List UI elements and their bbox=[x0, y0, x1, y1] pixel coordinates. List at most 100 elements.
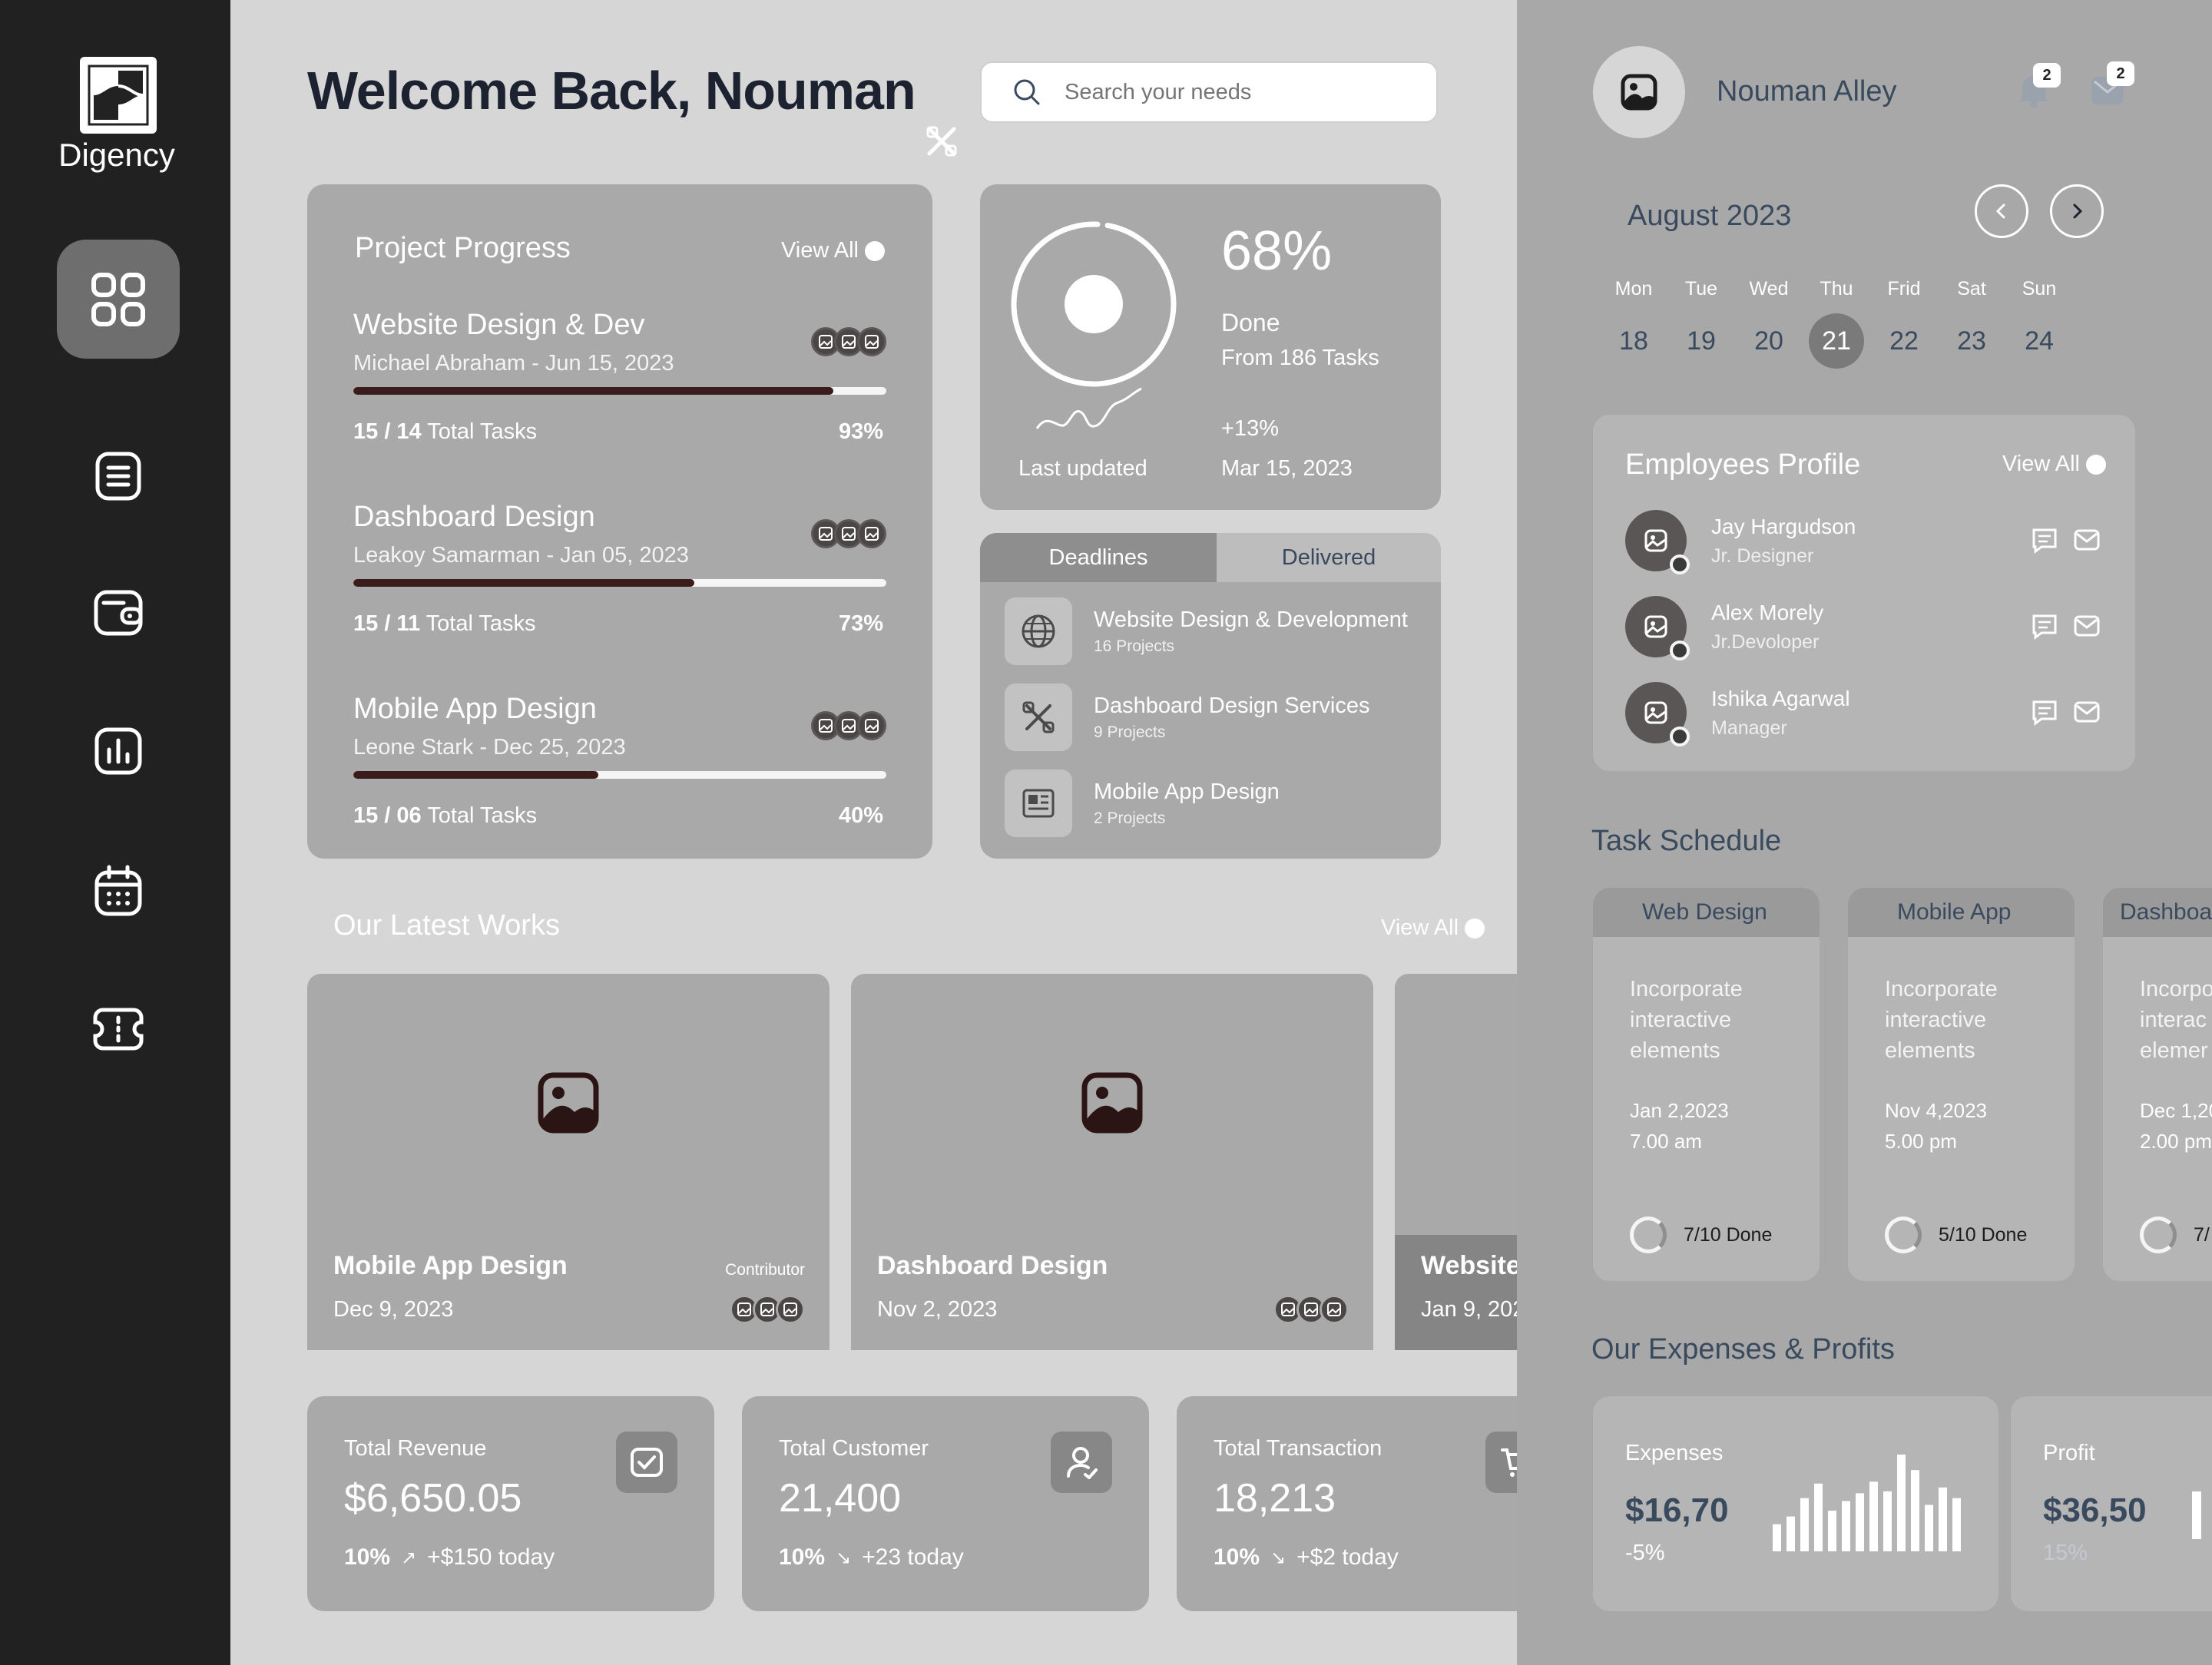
expense-bar bbox=[1939, 1487, 1947, 1551]
task-description: Incorpo interac elemer bbox=[2103, 937, 2212, 1103]
project-tasks-count: 15 / 14 bbox=[353, 419, 422, 444]
progress-ring bbox=[1011, 221, 1177, 387]
image-placeholder-icon bbox=[538, 1072, 599, 1134]
task-datetime: Jan 2,2023 7.00 am bbox=[1630, 1095, 1729, 1157]
expense-bar bbox=[1911, 1470, 1919, 1551]
expense-bar bbox=[1800, 1498, 1809, 1551]
calendar-day[interactable]: 24 bbox=[2012, 313, 2067, 369]
work-card[interactable]: Website Jan 9, 202 bbox=[1395, 974, 1517, 1350]
project-item[interactable]: Dashboard Design Leakoy Samarman - Jan 05… bbox=[353, 501, 886, 677]
calendar-day[interactable]: 18 bbox=[1606, 313, 1661, 369]
nav-tickets[interactable] bbox=[57, 983, 180, 1075]
nav-calendar[interactable] bbox=[57, 845, 180, 937]
nav-wallet[interactable] bbox=[57, 567, 180, 659]
mail-icon[interactable] bbox=[2074, 528, 2100, 551]
project-percent: 73% bbox=[838, 611, 883, 636]
task-datetime: Dec 1,20 2.00 pm bbox=[2140, 1095, 2212, 1157]
wallet-icon bbox=[94, 590, 143, 636]
calendar-day[interactable]: 22 bbox=[1876, 313, 1932, 369]
calendar-day[interactable]: 19 bbox=[1674, 313, 1729, 369]
deadline-item[interactable]: Mobile App Design 2 Projects bbox=[1005, 770, 1280, 837]
deadline-text: Mobile App Design 2 Projects bbox=[1072, 780, 1280, 828]
design-tools-icon[interactable] bbox=[925, 124, 959, 158]
deadline-item[interactable]: Dashboard Design Services 9 Projects bbox=[1005, 684, 1369, 751]
employee-item[interactable]: Jay Hargudson Jr. Designer bbox=[1625, 510, 2104, 574]
mail-icon[interactable] bbox=[2074, 614, 2100, 637]
employee-item[interactable]: Alex Morely Jr.Devoloper bbox=[1625, 596, 2104, 660]
mail-icon[interactable] bbox=[2074, 700, 2100, 723]
task-header: Dashboa bbox=[2103, 888, 2212, 937]
task-description-line: elements bbox=[1630, 1038, 1720, 1063]
search-bar[interactable] bbox=[980, 61, 1438, 123]
notifications-button[interactable]: 2 bbox=[2016, 63, 2061, 109]
expenses-card: Expenses $16,70 -5% bbox=[1593, 1396, 1998, 1611]
brand-logo[interactable] bbox=[80, 57, 157, 134]
stat-card[interactable]: Total Customer 21,400 10% ↘ +23 today bbox=[742, 1396, 1149, 1611]
calendar-prev-button[interactable] bbox=[1975, 184, 2028, 238]
calendar-weekday: Tue bbox=[1684, 278, 1718, 300]
work-card[interactable]: Dashboard Design Nov 2, 2023 bbox=[851, 974, 1373, 1350]
search-input[interactable] bbox=[1065, 79, 1418, 105]
task-category: Mobile App bbox=[1897, 899, 2012, 925]
nav-dashboard[interactable] bbox=[57, 240, 180, 359]
employees-view-all[interactable]: View All bbox=[2002, 452, 2106, 477]
deadline-count: 2 Projects bbox=[1094, 809, 1166, 827]
design-tools-icon bbox=[1005, 684, 1072, 751]
task-card[interactable]: Web Design Incorporate interactive elements… bbox=[1593, 888, 1820, 1281]
stat-card[interactable]: Total Revenue $6,650.05 10% ↗ +$150 today bbox=[307, 1396, 714, 1611]
messages-badge: 2 bbox=[2107, 61, 2134, 86]
messages-button[interactable]: 2 bbox=[2090, 61, 2134, 109]
revenue-icon[interactable] bbox=[616, 1432, 677, 1493]
avatar bbox=[1320, 1295, 1349, 1324]
image-icon bbox=[1327, 1303, 1341, 1316]
task-time: 2.00 pm bbox=[2140, 1130, 2212, 1153]
calendar-day-number: 23 bbox=[1957, 326, 1986, 356]
tab-delivered[interactable]: Delivered bbox=[1217, 533, 1441, 582]
deadline-text: Website Design & Development 16 Projects bbox=[1072, 607, 1408, 656]
image-icon bbox=[842, 335, 856, 349]
calendar-weekday: Sun bbox=[2022, 278, 2057, 300]
tab-deadlines[interactable]: Deadlines bbox=[980, 533, 1217, 582]
task-card[interactable]: Dashboa Incorpo interac elemer Dec 1,20 2.00 … bbox=[2103, 888, 2212, 1281]
deadline-count: 9 Projects bbox=[1094, 723, 1166, 741]
tab-deadlines-label: Deadlines bbox=[1048, 545, 1148, 570]
image-icon bbox=[819, 335, 833, 349]
chat-icon[interactable] bbox=[2031, 699, 2058, 727]
chat-icon[interactable] bbox=[2031, 613, 2058, 641]
expense-bar bbox=[1883, 1491, 1892, 1551]
calendar-day[interactable]: 21 bbox=[1809, 313, 1864, 369]
customer-icon[interactable] bbox=[1051, 1432, 1112, 1493]
work-caption-bg bbox=[1395, 1235, 1517, 1350]
employee-item[interactable]: Ishika Agarwal Manager bbox=[1625, 682, 2104, 746]
project-progress-fill bbox=[353, 579, 695, 587]
stat-percent: 10% bbox=[344, 1544, 391, 1570]
profit-card: Profit $36,50 15% bbox=[2011, 1396, 2212, 1611]
user-avatar[interactable] bbox=[1593, 46, 1685, 138]
work-date: Jan 9, 202 bbox=[1421, 1297, 1517, 1322]
work-card[interactable]: Mobile App Design Dec 9, 2023 Contributo… bbox=[307, 974, 830, 1350]
project-item[interactable]: Website Design & Dev Michael Abraham - Ju… bbox=[353, 309, 886, 485]
image-icon bbox=[865, 719, 879, 733]
latest-works-view-all[interactable]: View All bbox=[1381, 915, 1485, 941]
task-description-line: elements bbox=[1885, 1038, 1975, 1063]
deadline-item[interactable]: Website Design & Development 16 Projects bbox=[1005, 597, 1408, 665]
chat-icon[interactable] bbox=[2031, 527, 2058, 554]
arrow-down-right-icon: ↘ bbox=[1270, 1547, 1286, 1568]
project-item[interactable]: Mobile App Design Leone Stark - Dec 25, 2… bbox=[353, 693, 886, 869]
stat-card[interactable]: Total Transaction 18,213 10% ↘ +$2 today bbox=[1177, 1396, 1517, 1611]
status-indicator bbox=[1670, 727, 1690, 746]
calendar-day[interactable]: 23 bbox=[1944, 313, 1999, 369]
project-tasks-label: Total Tasks bbox=[426, 611, 536, 636]
nav-documents[interactable] bbox=[57, 430, 180, 522]
nav-analytics[interactable] bbox=[57, 705, 180, 797]
stat-label: Total Customer bbox=[779, 1436, 929, 1461]
project-progress-view-all[interactable]: View All bbox=[781, 238, 885, 263]
task-card[interactable]: Mobile App Incorporate interactive elements… bbox=[1848, 888, 2075, 1281]
calendar-next-button[interactable] bbox=[2050, 184, 2104, 238]
calendar-day[interactable]: 20 bbox=[1741, 313, 1796, 369]
image-icon bbox=[1621, 74, 1657, 111]
cart-icon[interactable] bbox=[1485, 1432, 1517, 1493]
avatar bbox=[857, 519, 886, 548]
main-content: Welcome Back, Nouman Project Progress Vi… bbox=[230, 0, 1517, 1665]
project-progress-card: Project Progress View All Website Design… bbox=[307, 184, 932, 859]
